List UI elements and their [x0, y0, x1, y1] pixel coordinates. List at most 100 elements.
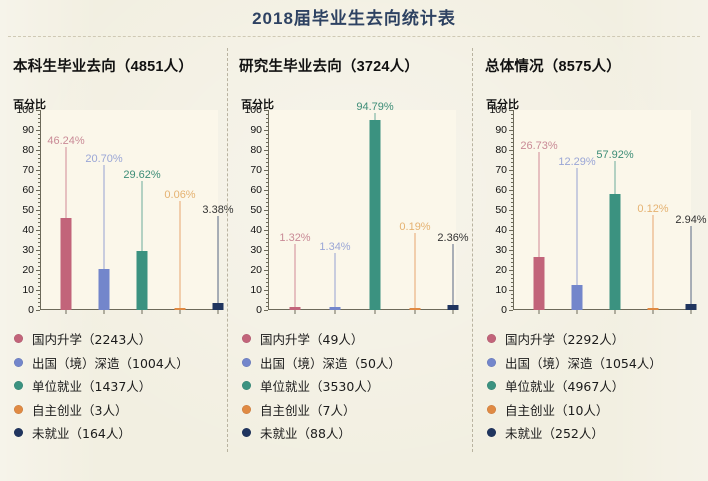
bar[interactable] — [533, 256, 545, 310]
bar[interactable] — [647, 308, 659, 310]
y-axis-minor-tick — [510, 294, 513, 295]
y-axis-tick-label: 80 — [495, 144, 507, 156]
y-axis-tick — [509, 210, 513, 211]
bar-value-label: 1.32% — [279, 232, 311, 244]
panel-divider — [472, 48, 473, 452]
x-axis-tick — [614, 310, 616, 314]
x-axis-tick — [141, 310, 143, 314]
bar-group-1[interactable]: 1.32% — [279, 110, 311, 314]
legend-item-1[interactable]: 国内升学（2292人） — [487, 327, 662, 351]
plot-area: 100 90 80 70 60 50 40 30 20 10 0 46.24% 20.70% 29.62%… — [16, 104, 233, 316]
bar-group-5[interactable]: 2.94% — [675, 110, 707, 314]
bar-group-1[interactable]: 46.24% — [47, 110, 85, 314]
panel-graduate: 研究生毕业去向（3724人） 百分比 100 90 80 70 60 50 40 30 20 10… — [228, 40, 473, 481]
bar-stem — [103, 165, 105, 269]
bar-group-5[interactable]: 2.36% — [437, 110, 469, 314]
legend-item-3[interactable]: 单位就业（4967人） — [487, 374, 662, 398]
legend-item-3[interactable]: 单位就业（1437人） — [14, 374, 189, 398]
bar-group-1[interactable]: 26.73% — [520, 110, 558, 314]
bar-group-3[interactable]: 94.79% — [356, 101, 394, 314]
y-axis-tick-label: 90 — [22, 124, 34, 136]
y-axis-tick-label: 20 — [495, 264, 507, 276]
y-axis-minor-tick — [265, 234, 268, 235]
y-axis-tick-label: 40 — [250, 224, 262, 236]
y-axis-tick — [36, 170, 40, 171]
legend-item-5[interactable]: 未就业（164人） — [14, 421, 189, 445]
y-axis-minor-tick — [37, 182, 40, 183]
y-axis-tick-label: 90 — [250, 124, 262, 136]
y-axis-minor-tick — [510, 298, 513, 299]
y-axis-minor-tick — [37, 154, 40, 155]
legend-item-label: 自主创业（7人） — [260, 402, 356, 418]
bar-group-4[interactable]: 0.12% — [637, 110, 669, 314]
y-axis-tick — [264, 130, 268, 131]
bar-group-2[interactable]: 20.70% — [85, 110, 123, 314]
bar-value-label: 26.73% — [520, 140, 558, 152]
bar-group-5[interactable]: 3.38% — [202, 110, 234, 314]
y-axis-minor-tick — [265, 274, 268, 275]
y-axis-minor-tick — [37, 166, 40, 167]
bar[interactable] — [409, 308, 421, 310]
legend-item-2[interactable]: 出国（境）深造（1004人） — [14, 351, 189, 375]
legend-color-dot-icon — [14, 381, 23, 391]
legend-item-label: 单位就业（1437人） — [32, 379, 152, 395]
bar-group-3[interactable]: 29.62% — [123, 110, 161, 314]
bar[interactable] — [571, 285, 583, 310]
bar[interactable] — [212, 303, 224, 310]
legend-item-5[interactable]: 未就业（88人） — [242, 421, 401, 445]
bar-stem — [217, 216, 219, 304]
panel-divider — [227, 48, 228, 452]
y-axis-minor-tick — [37, 302, 40, 303]
bar-chart: 100 90 80 70 60 50 40 30 20 10 0 46.24% 20.70% 29.62%… — [16, 104, 233, 316]
y-axis-caption: 百分比 — [486, 99, 519, 111]
bar[interactable] — [174, 308, 186, 310]
y-axis-tick-label: 100 — [244, 104, 262, 116]
bar-value-label: 29.62% — [123, 169, 161, 181]
bar-group-2[interactable]: 12.29% — [558, 110, 596, 314]
y-axis-minor-tick — [265, 206, 268, 207]
y-axis-minor-tick — [265, 294, 268, 295]
legend-item-1[interactable]: 国内升学（2243人） — [14, 327, 189, 351]
legend-item-1[interactable]: 国内升学（49人） — [242, 327, 401, 351]
bar[interactable] — [685, 304, 697, 310]
y-axis-minor-tick — [37, 194, 40, 195]
bar[interactable] — [60, 217, 72, 310]
y-axis-minor-tick — [510, 302, 513, 303]
legend-item-5[interactable]: 未就业（252人） — [487, 421, 662, 445]
y-axis-tick — [36, 210, 40, 211]
legend-item-4[interactable]: 自主创业（3人） — [14, 398, 189, 422]
y-axis-tick-label: 40 — [22, 224, 34, 236]
y-axis-tick-label: 60 — [250, 184, 262, 196]
y-axis-minor-tick — [37, 114, 40, 115]
bar-group-4[interactable]: 0.06% — [164, 110, 196, 314]
y-axis-tick-label: 30 — [250, 244, 262, 256]
bar-stem — [65, 147, 67, 218]
y-axis-tick-label: 100 — [16, 104, 34, 116]
bar-group-2[interactable]: 1.34% — [319, 110, 351, 314]
bar[interactable] — [609, 194, 621, 310]
bar-group-3[interactable]: 57.92% — [596, 110, 634, 314]
y-axis-tick-label: 50 — [22, 204, 34, 216]
y-axis-minor-tick — [510, 278, 513, 279]
bar[interactable] — [98, 268, 110, 310]
legend-item-2[interactable]: 出国（境）深造（1054人） — [487, 351, 662, 375]
legend-color-dot-icon — [14, 428, 23, 438]
bar[interactable] — [369, 120, 381, 310]
y-axis-minor-tick — [265, 182, 268, 183]
bar-group-4[interactable]: 0.19% — [399, 110, 431, 314]
y-axis-minor-tick — [510, 114, 513, 115]
y-axis-minor-tick — [37, 202, 40, 203]
legend-item-2[interactable]: 出国（境）深造（50人） — [242, 351, 401, 375]
legend-item-4[interactable]: 自主创业（10人） — [487, 398, 662, 422]
legend-item-3[interactable]: 单位就业（3530人） — [242, 374, 401, 398]
y-axis-minor-tick — [37, 134, 40, 135]
x-axis-tick — [414, 310, 416, 314]
y-axis-tick — [509, 230, 513, 231]
bar[interactable] — [329, 307, 341, 310]
bar[interactable] — [136, 250, 148, 310]
y-axis-minor-tick — [510, 154, 513, 155]
legend-item-4[interactable]: 自主创业（7人） — [242, 398, 401, 422]
y-axis-minor-tick — [265, 162, 268, 163]
bar[interactable] — [447, 305, 459, 310]
bar[interactable] — [289, 307, 301, 310]
